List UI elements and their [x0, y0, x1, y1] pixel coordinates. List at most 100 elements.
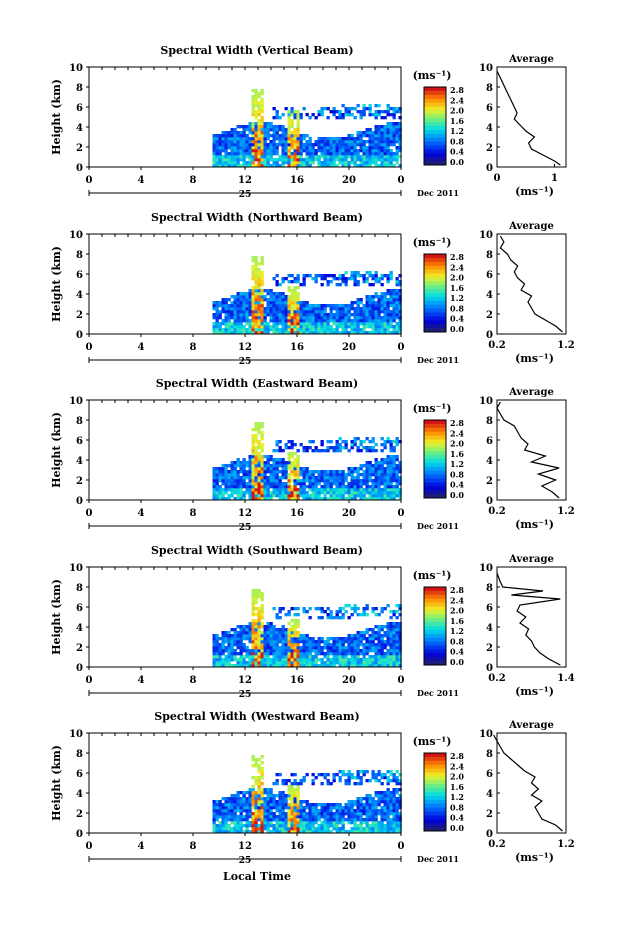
heatmap-cell [359, 637, 363, 641]
heatmap-cell [272, 797, 276, 801]
heatmap-cell [386, 277, 390, 281]
heatmap-cell [236, 310, 240, 314]
heatmap-cell [326, 107, 330, 111]
heatmap-cell [353, 610, 357, 614]
colorbar-band [424, 478, 446, 483]
heatmap-cell [278, 116, 282, 120]
heatmap-cell [368, 158, 372, 162]
heatmap-cell [287, 131, 291, 135]
heatmap-cell [257, 128, 261, 132]
heatmap-cell [332, 643, 336, 647]
heatmap-cell [317, 449, 321, 453]
heatmap-cell [266, 622, 270, 626]
heatmap-cell [362, 470, 366, 474]
heatmap-cell [311, 643, 315, 647]
heatmap-cell [254, 274, 258, 278]
heatmap-cell [248, 128, 252, 132]
heatmap-cell [266, 310, 270, 314]
heatmap-cell [281, 161, 285, 165]
heatmap-cell [386, 304, 390, 308]
heatmap-cell [380, 274, 384, 278]
colorbar-band [424, 137, 446, 143]
heatmap-cell [326, 313, 330, 317]
heatmap-cell [356, 818, 360, 822]
heatmap-cell [377, 661, 381, 665]
heatmap-cell [386, 649, 390, 653]
heatmap-cell [317, 161, 321, 165]
heatmap-cell [365, 476, 369, 480]
heatmap-cell [356, 319, 360, 323]
heatmap-cell [377, 143, 381, 147]
heatmap-cell [260, 431, 264, 435]
heatmap-cell [383, 470, 387, 474]
heatmap-cell [302, 643, 306, 647]
heatmap-cell [224, 464, 228, 468]
heatmap-cell [371, 610, 375, 614]
heatmap-cell [293, 158, 297, 162]
heatmap-cell [383, 128, 387, 132]
colorbar-tick-label: 1.6 [450, 116, 464, 126]
heatmap-cell [365, 797, 369, 801]
heatmap-cell [362, 149, 366, 153]
heatmap-cell [287, 137, 291, 141]
heatmap-cell [272, 134, 276, 138]
x-tick-label: 8 [190, 342, 197, 353]
heatmap-cell [239, 803, 243, 807]
heatmap-cell [299, 485, 303, 489]
heatmap-cell [218, 146, 222, 150]
heatmap-cell [233, 476, 237, 480]
heatmap-cell [302, 137, 306, 141]
colorbar-band [424, 622, 446, 627]
heatmap-cell [290, 661, 294, 665]
heatmap-cell [257, 640, 261, 644]
heatmap-cell [227, 137, 231, 141]
heatmap-cell [215, 815, 219, 819]
heatmap-cell [215, 467, 219, 471]
heatmap-cell [260, 262, 264, 266]
heatmap-cell [266, 488, 270, 492]
heatmap-cell [236, 809, 240, 813]
heatmap-cell [236, 658, 240, 662]
y-tick-label: 0 [76, 663, 83, 674]
heatmap-cell [377, 322, 381, 326]
heatmap-cell [239, 812, 243, 816]
heatmap-cell [257, 101, 261, 105]
heatmap-cell [287, 824, 291, 828]
heatmap-cell [275, 779, 279, 783]
heatmap-cell [389, 809, 393, 813]
heatmap-cell [317, 143, 321, 147]
heatmap-cell [362, 322, 366, 326]
heatmap-cell [293, 628, 297, 632]
heatmap-cell [284, 821, 288, 825]
heatmap-cell [260, 797, 264, 801]
heatmap-cell [395, 809, 399, 813]
heatmap-cell [233, 815, 237, 819]
heatmap-cell [212, 634, 216, 638]
heatmap-cell [389, 107, 393, 111]
heatmap-cell [260, 322, 264, 326]
heatmap-cell [389, 158, 393, 162]
heatmap-cell [275, 313, 279, 317]
heatmap-cell [374, 164, 378, 168]
heatmap-cell [353, 319, 357, 323]
heatmap-cell [338, 806, 342, 810]
heatmap-cell [266, 467, 270, 471]
heatmap-cell [314, 655, 318, 659]
heatmap-cell [224, 143, 228, 147]
heatmap-cell [398, 491, 402, 495]
heatmap-cell [278, 128, 282, 132]
heatmap-cell [248, 476, 252, 480]
heatmap-cell [263, 643, 267, 647]
heatmap-cell [362, 634, 366, 638]
heatmap-cell [341, 812, 345, 816]
heatmap-cell [329, 485, 333, 489]
heatmap-cell [290, 473, 294, 477]
heatmap-cell [275, 116, 279, 120]
heatmap-cell [317, 646, 321, 650]
heatmap-cell [251, 268, 255, 272]
heatmap-cell [284, 664, 288, 668]
heatmap-cell [254, 815, 258, 819]
colorbar-tick-label: 1.2 [450, 293, 464, 303]
heatmap-cell [293, 286, 297, 290]
heatmap-cell [221, 494, 225, 498]
